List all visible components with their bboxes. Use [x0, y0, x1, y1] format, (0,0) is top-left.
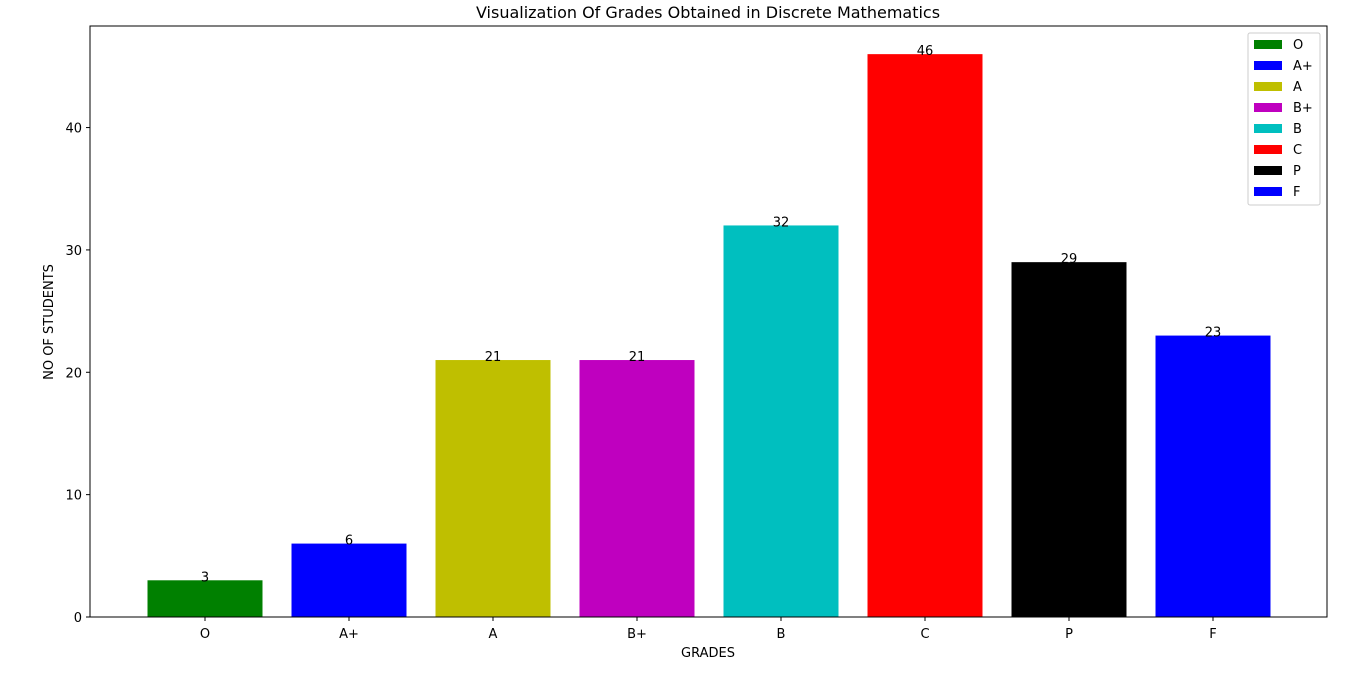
legend-swatch-a: [1254, 82, 1282, 91]
legend-label-p: P: [1293, 164, 1301, 179]
legend-swatch-c: [1254, 145, 1282, 154]
y-tick-label-20: 20: [65, 366, 82, 381]
data-label-o: 3: [201, 570, 209, 585]
x-axis-label: GRADES: [681, 646, 735, 661]
legend-label-f: F: [1293, 185, 1300, 200]
y-axis-label: NO OF STUDENTS: [42, 264, 57, 380]
legend-box: [1247, 32, 1321, 206]
x-tick-label-b: B: [777, 627, 786, 642]
x-tick-label-b-plus: B+: [627, 627, 647, 642]
bar-c: [867, 54, 983, 617]
x-tick-label-p: P: [1065, 627, 1073, 642]
data-label-c: 46: [917, 44, 934, 59]
bars-layer: [147, 54, 1271, 617]
legend-swatch-a-plus: [1254, 61, 1282, 70]
data-label-p: 29: [1061, 252, 1078, 267]
legend-swatch-f: [1254, 187, 1282, 196]
legend-label-b-plus: B+: [1293, 101, 1313, 116]
bar-a-plus: [291, 543, 407, 617]
y-tick-label-10: 10: [65, 489, 82, 504]
legend-label-c: C: [1293, 143, 1302, 158]
bar-a: [435, 360, 551, 617]
legend-swatch-b: [1254, 124, 1282, 133]
legend-label-b: B: [1293, 122, 1302, 137]
legend-label-o: O: [1293, 38, 1303, 53]
data-label-a-plus: 6: [345, 534, 353, 549]
bar-f: [1155, 335, 1271, 617]
legend-swatch-b-plus: [1254, 103, 1282, 112]
data-labels-layer: 3 6 21 21 32 46 29 23: [201, 44, 1221, 585]
x-tick-label-o: O: [200, 627, 210, 642]
data-label-f: 23: [1205, 326, 1222, 341]
bar-o: [147, 580, 263, 617]
data-label-b: 32: [773, 215, 790, 230]
legend-label-a-plus: A+: [1293, 59, 1313, 74]
bar-b: [723, 225, 839, 617]
y-tick-label-30: 30: [65, 244, 82, 259]
legend-swatch-p: [1254, 166, 1282, 175]
legend-swatch-o: [1254, 40, 1282, 49]
chart-title: Visualization Of Grades Obtained in Disc…: [476, 3, 940, 22]
y-tick-label-0: 0: [74, 611, 82, 626]
bar-p: [1011, 262, 1127, 617]
x-tick-label-a: A: [489, 627, 498, 642]
data-label-b-plus: 21: [629, 350, 646, 365]
plot-frame: [89, 25, 1328, 618]
y-tick-label-40: 40: [65, 122, 82, 137]
legend-label-a: A: [1293, 80, 1302, 95]
data-label-a: 21: [485, 350, 502, 365]
x-tick-label-f: F: [1209, 627, 1216, 642]
x-tick-label-c: C: [920, 627, 929, 642]
bar-b-plus: [579, 360, 695, 617]
x-tick-label-a-plus: A+: [339, 627, 359, 642]
